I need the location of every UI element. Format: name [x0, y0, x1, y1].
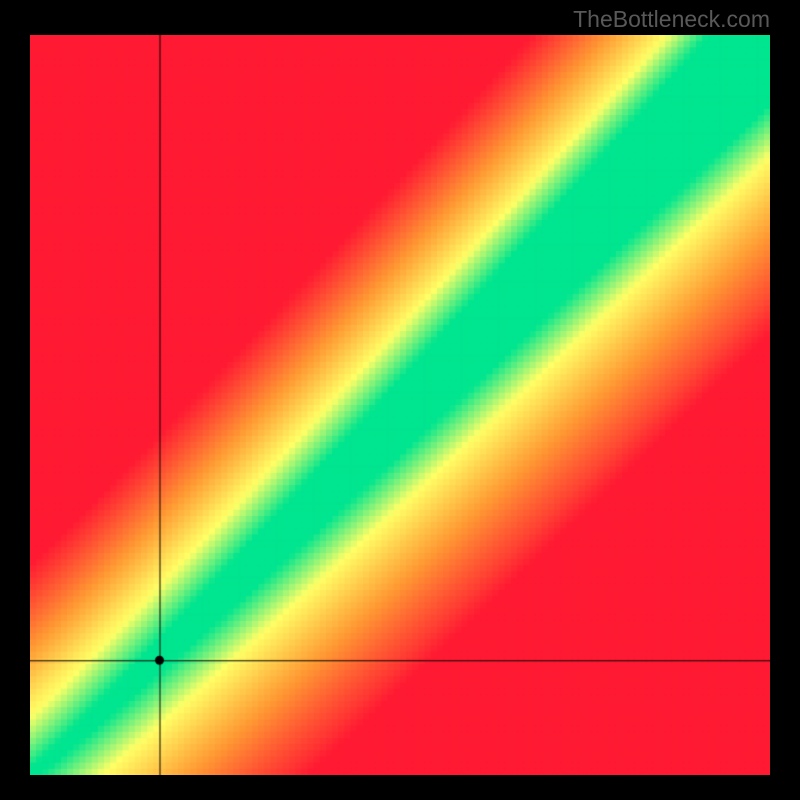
- attribution-watermark: TheBottleneck.com: [573, 6, 770, 33]
- bottleneck-heatmap: [30, 35, 770, 775]
- chart-stage: TheBottleneck.com: [0, 0, 800, 800]
